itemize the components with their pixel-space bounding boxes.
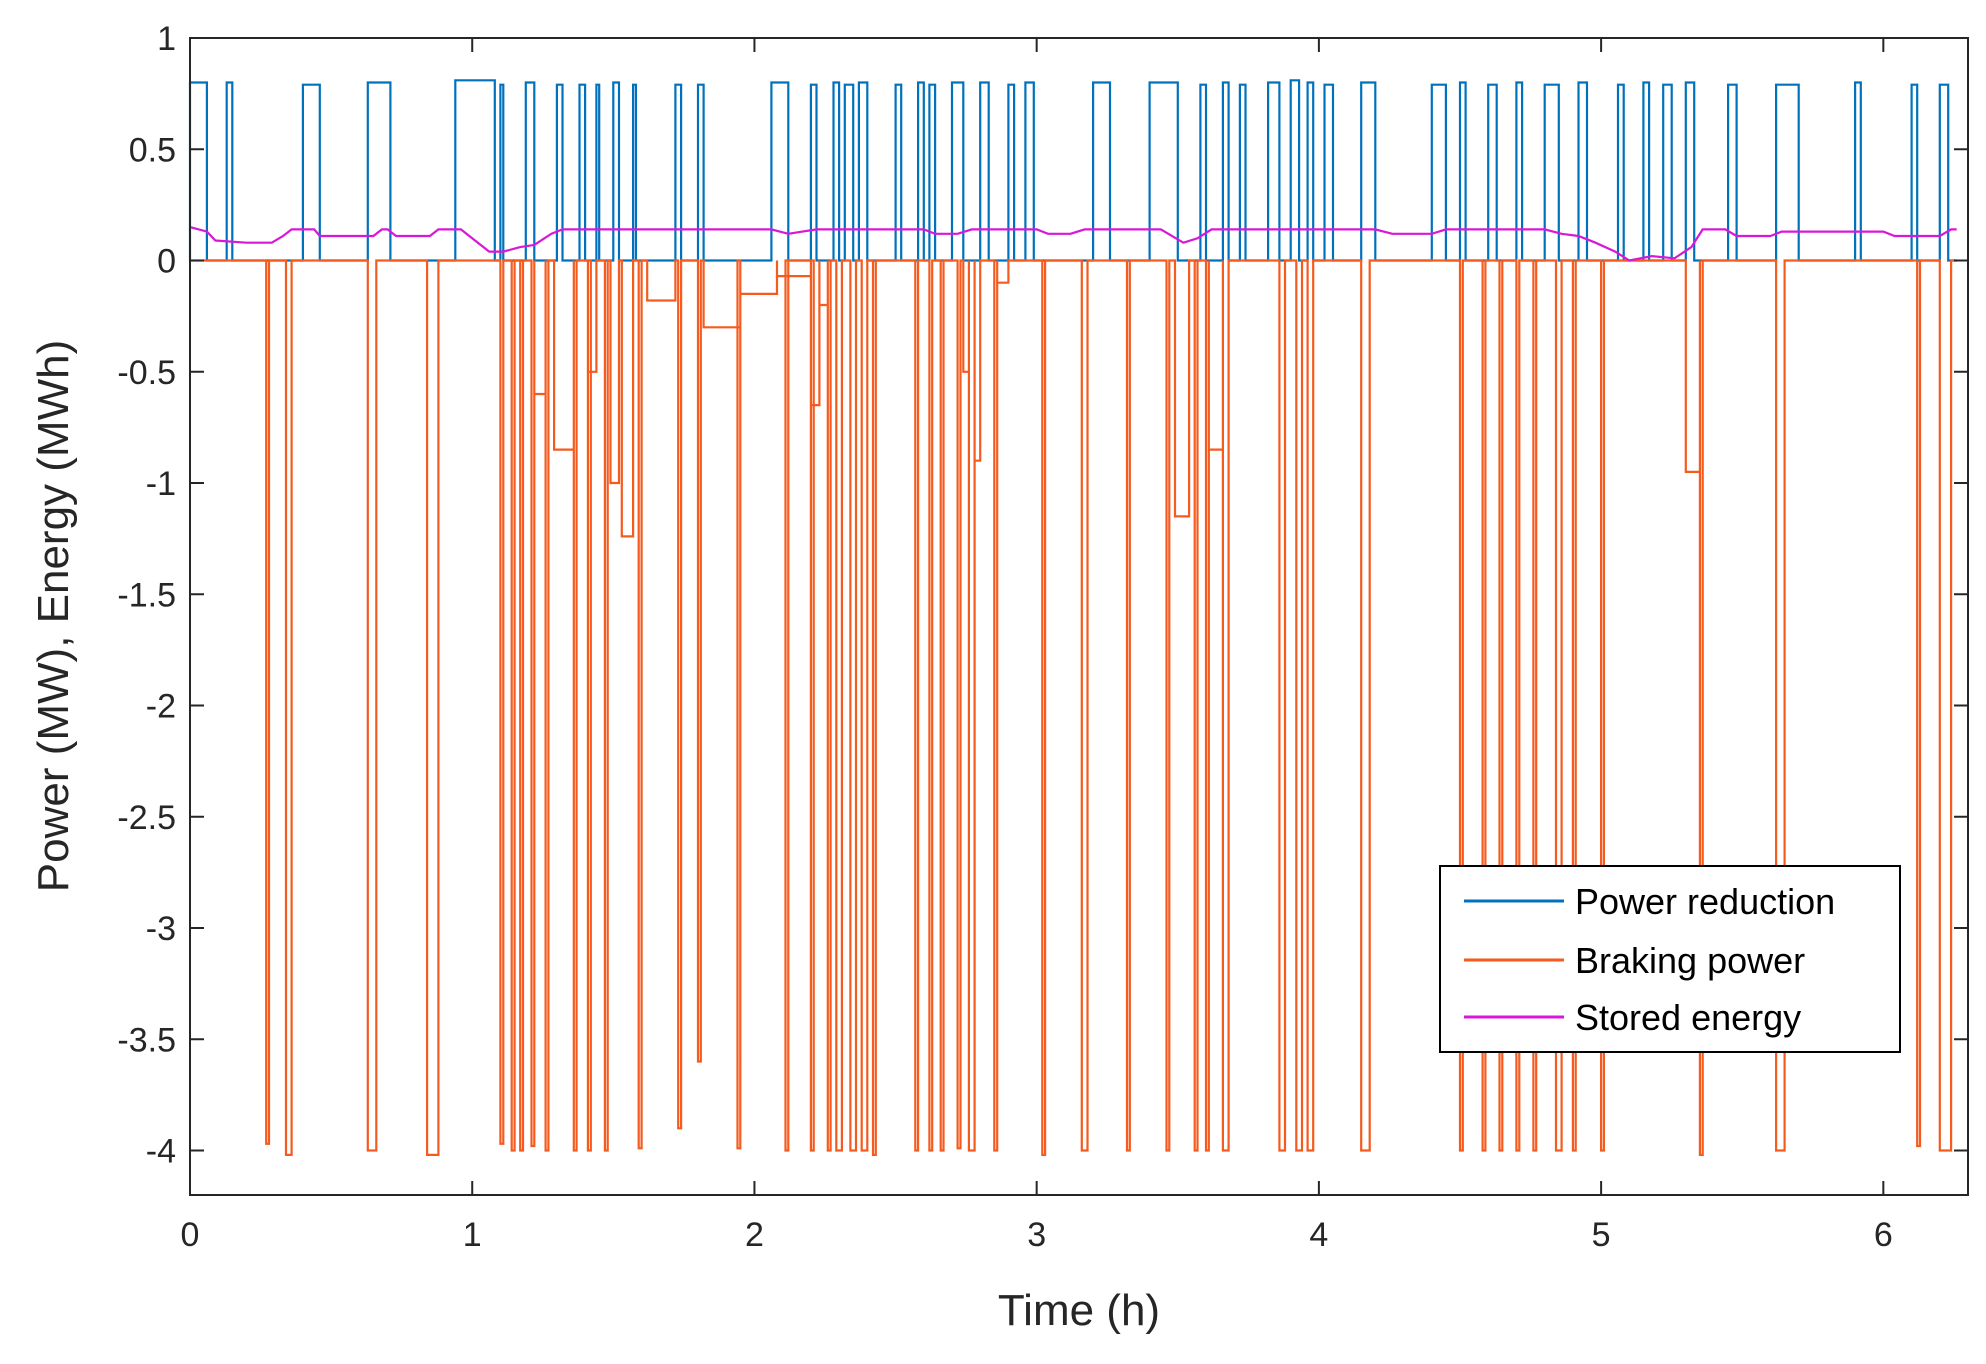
legend-label-braking-power: Braking power xyxy=(1575,940,1805,981)
y-tick-label: 0.5 xyxy=(129,131,176,169)
axes-frame xyxy=(189,37,1969,1196)
legend: Power reduction Braking power Stored ene… xyxy=(1439,865,1901,1053)
y-tick-label: -1.5 xyxy=(117,576,176,614)
x-axis-label: Time (h) xyxy=(998,1286,1160,1335)
legend-label-stored-energy: Stored energy xyxy=(1575,997,1801,1038)
y-tick-label: 1 xyxy=(157,20,176,58)
x-tick-label: 2 xyxy=(745,1216,764,1254)
x-tick-label: 6 xyxy=(1874,1216,1893,1254)
x-tick-label: 3 xyxy=(1027,1216,1046,1254)
y-axis-label: Power (MW), Energy (MWh) xyxy=(29,340,78,892)
y-tick-label: 0 xyxy=(157,243,176,281)
series-line-braking-power xyxy=(190,259,1957,1156)
series-line-stored-energy xyxy=(189,226,1957,262)
x-ticks: 0 1 2 3 4 5 6 xyxy=(181,38,1893,1254)
y-tick-label: -2 xyxy=(146,688,176,726)
y-tick-label: -3.5 xyxy=(117,1021,176,1059)
series-line-power-reduction xyxy=(188,79,1957,262)
x-tick-label: 5 xyxy=(1592,1216,1611,1254)
x-tick-label: 0 xyxy=(181,1216,200,1254)
y-tick-label: -4 xyxy=(146,1133,176,1171)
plot-area xyxy=(188,79,1957,1156)
y-tick-label: -3 xyxy=(146,910,176,948)
axes: 0 1 2 3 4 5 6 1 0.5 0 -0.5 -1 -1.5 -2 -2.5 -3 -3.5 -4 xyxy=(117,20,1969,1254)
x-tick-label: 1 xyxy=(463,1216,482,1254)
y-tick-label: -1 xyxy=(146,465,176,503)
legend-label-power-reduction: Power reduction xyxy=(1575,881,1835,922)
y-tick-label: -0.5 xyxy=(117,354,176,392)
x-tick-label: 4 xyxy=(1309,1216,1328,1254)
y-ticks: 1 0.5 0 -0.5 -1 -1.5 -2 -2.5 -3 -3.5 -4 xyxy=(117,20,1968,1171)
y-tick-label: -2.5 xyxy=(117,799,176,837)
